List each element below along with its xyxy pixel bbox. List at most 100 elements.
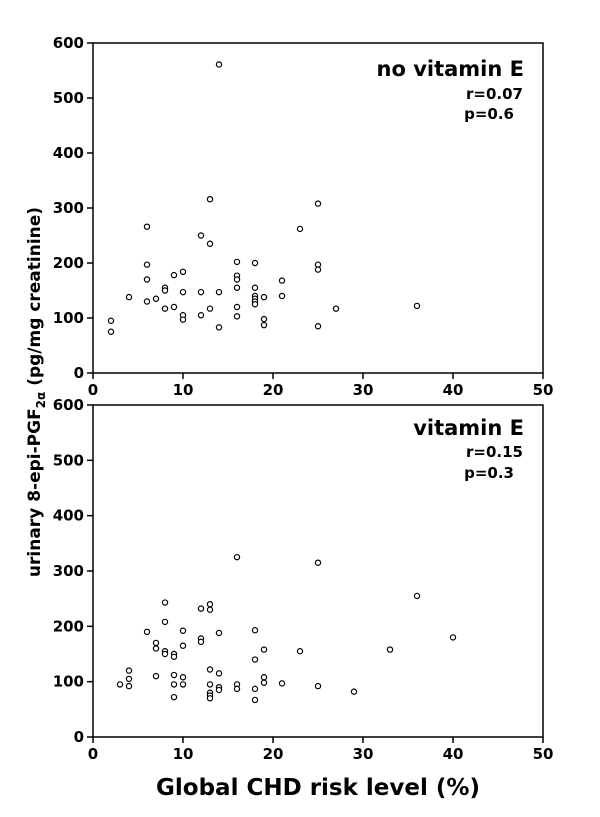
data-point bbox=[197, 605, 205, 612]
data-point bbox=[251, 656, 259, 663]
data-point bbox=[197, 232, 205, 239]
data-point bbox=[215, 686, 223, 694]
data-point bbox=[179, 316, 187, 323]
data-point bbox=[233, 553, 241, 561]
y-tick-label: 400 bbox=[53, 144, 84, 162]
y-tick-label: 400 bbox=[53, 507, 84, 525]
data-point bbox=[278, 292, 286, 300]
data-point bbox=[215, 670, 223, 677]
data-point bbox=[233, 276, 241, 283]
x-tick-label: 40 bbox=[443, 745, 464, 763]
x-tick-label: 10 bbox=[173, 745, 194, 763]
data-point bbox=[251, 627, 259, 634]
data-point bbox=[197, 288, 205, 296]
x-tick-label: 0 bbox=[88, 381, 98, 399]
data-point bbox=[197, 638, 205, 646]
data-point bbox=[413, 302, 421, 310]
data-point bbox=[107, 328, 115, 335]
data-point bbox=[161, 287, 169, 294]
p-value-label: p=0.6 bbox=[464, 105, 514, 123]
x-tick-label: 40 bbox=[443, 381, 464, 399]
x-tick-label: 20 bbox=[263, 381, 284, 399]
y-tick-label: 500 bbox=[53, 89, 84, 107]
data-point bbox=[350, 688, 358, 695]
data-point bbox=[449, 634, 457, 641]
y-tick-label: 200 bbox=[53, 617, 84, 635]
data-point bbox=[206, 601, 214, 608]
data-point bbox=[170, 303, 178, 311]
data-point bbox=[314, 682, 322, 690]
data-point bbox=[143, 276, 151, 283]
y-tick-label: 100 bbox=[53, 673, 84, 691]
data-point bbox=[206, 606, 214, 613]
data-point bbox=[251, 284, 259, 291]
data-point bbox=[296, 225, 304, 233]
data-point bbox=[170, 671, 178, 679]
data-point bbox=[260, 646, 268, 653]
data-point bbox=[125, 293, 133, 301]
x-tick-label: 30 bbox=[353, 745, 374, 763]
data-point bbox=[386, 646, 394, 653]
x-tick-label: 20 bbox=[263, 745, 284, 763]
y-tick-label: 300 bbox=[53, 199, 84, 217]
data-point bbox=[215, 61, 223, 68]
data-point bbox=[170, 693, 178, 701]
y-axis-title-subscript: 2α bbox=[34, 392, 48, 409]
y-tick-label: 600 bbox=[53, 396, 84, 414]
data-point bbox=[278, 277, 286, 284]
data-point bbox=[125, 682, 133, 690]
data-point bbox=[161, 650, 169, 658]
data-point bbox=[152, 639, 160, 647]
panel-title: vitamin E bbox=[413, 416, 524, 440]
x-tick-label: 50 bbox=[533, 381, 554, 399]
data-point bbox=[233, 685, 241, 693]
x-tick-label: 30 bbox=[353, 381, 374, 399]
data-point bbox=[233, 313, 241, 320]
data-point bbox=[161, 618, 169, 626]
y-tick-label: 100 bbox=[53, 309, 84, 327]
data-point bbox=[143, 298, 151, 305]
data-point bbox=[179, 674, 187, 681]
data-point bbox=[314, 559, 322, 566]
x-tick-label: 50 bbox=[533, 745, 554, 763]
data-point bbox=[116, 681, 124, 688]
data-point bbox=[170, 271, 178, 279]
data-point bbox=[143, 223, 151, 230]
data-point bbox=[314, 266, 322, 273]
panel-vitamin-e: 0 100 200 300 400 500 600 0 10 20 30 40 50 vitamin E r… bbox=[53, 396, 554, 763]
data-point bbox=[152, 645, 160, 652]
y-axis-title-units: (pg/mg creatinine) bbox=[25, 207, 45, 392]
data-point bbox=[260, 674, 268, 681]
data-point bbox=[206, 305, 214, 312]
data-point bbox=[413, 592, 421, 600]
panel-title: no vitamin E bbox=[377, 57, 524, 81]
y-tick-label: 500 bbox=[53, 451, 84, 469]
y-tick-label: 300 bbox=[53, 562, 84, 580]
data-point bbox=[215, 324, 223, 331]
data-point bbox=[233, 258, 241, 266]
data-point bbox=[251, 259, 259, 267]
x-tick-label: 0 bbox=[88, 745, 98, 763]
x-axis-title: Global CHD risk level (%) bbox=[156, 775, 480, 801]
data-point bbox=[206, 666, 214, 673]
data-point bbox=[179, 268, 187, 275]
data-point bbox=[152, 672, 160, 680]
y-tick-label: 200 bbox=[53, 254, 84, 272]
data-point bbox=[251, 685, 259, 693]
data-point bbox=[233, 303, 241, 311]
r-value-label: r=0.07 bbox=[466, 85, 523, 103]
x-tick-label: 10 bbox=[173, 381, 194, 399]
data-point bbox=[197, 312, 205, 319]
data-point bbox=[161, 305, 169, 312]
r-value-label: r=0.15 bbox=[466, 443, 523, 461]
data-point bbox=[170, 681, 178, 688]
data-point bbox=[170, 653, 178, 660]
data-point bbox=[179, 681, 187, 688]
y-tick-label: 600 bbox=[53, 34, 84, 52]
data-point bbox=[251, 301, 259, 308]
data-point bbox=[215, 288, 223, 296]
data-point bbox=[206, 240, 214, 247]
y-tick-label: 0 bbox=[74, 728, 84, 746]
data-point bbox=[206, 695, 214, 702]
